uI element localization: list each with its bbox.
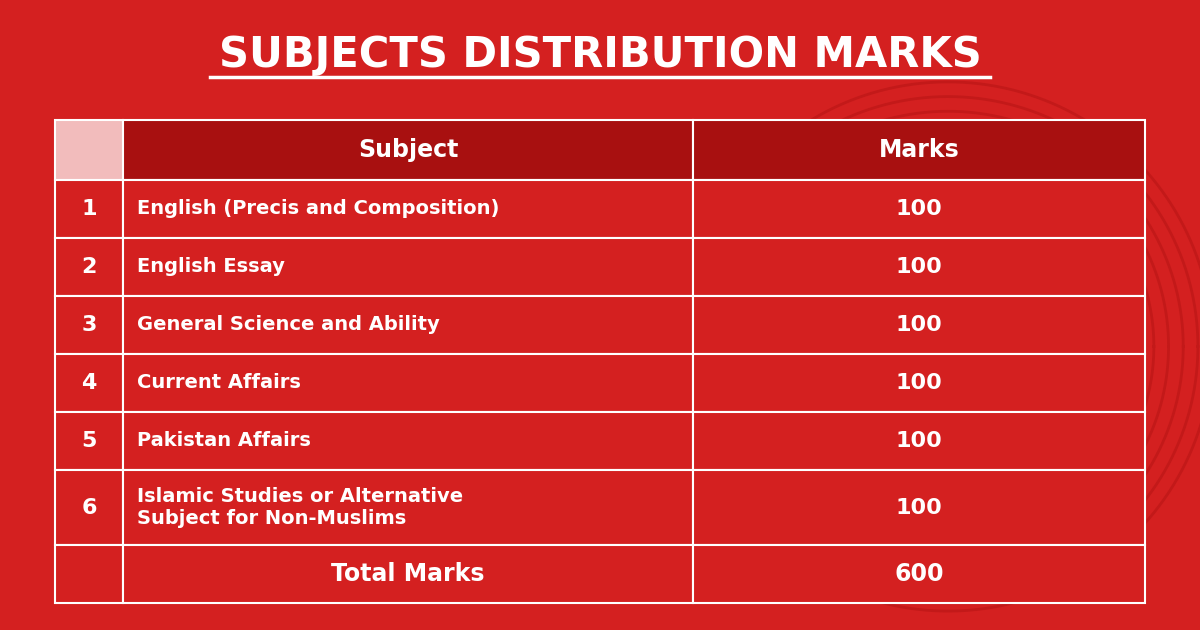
Bar: [694, 238, 1145, 296]
Text: Current Affairs: Current Affairs: [137, 374, 301, 392]
Bar: [124, 180, 694, 238]
Bar: [55, 238, 124, 296]
Bar: [694, 180, 1145, 238]
Text: SUBJECTS DISTRIBUTION MARKS: SUBJECTS DISTRIBUTION MARKS: [218, 34, 982, 76]
Bar: [124, 296, 694, 354]
Bar: [55, 180, 124, 238]
Bar: [124, 120, 694, 180]
Bar: [55, 296, 124, 354]
Text: Subject: Subject: [358, 138, 458, 162]
Bar: [55, 354, 124, 412]
Text: 100: 100: [895, 498, 942, 517]
Text: 100: 100: [895, 315, 942, 335]
Bar: [694, 296, 1145, 354]
Text: 6: 6: [82, 498, 97, 517]
Bar: [694, 470, 1145, 545]
Bar: [55, 120, 124, 180]
Text: 2: 2: [82, 257, 97, 277]
Text: English (Precis and Composition): English (Precis and Composition): [137, 200, 499, 219]
Text: Islamic Studies or Alternative
Subject for Non-Muslims: Islamic Studies or Alternative Subject f…: [137, 487, 463, 528]
Bar: [124, 238, 694, 296]
Bar: [694, 354, 1145, 412]
Text: Pakistan Affairs: Pakistan Affairs: [137, 432, 311, 450]
Text: 4: 4: [82, 373, 97, 393]
Bar: [124, 354, 694, 412]
Text: 3: 3: [82, 315, 97, 335]
Text: 5: 5: [82, 431, 97, 451]
Text: 100: 100: [895, 199, 942, 219]
Bar: [694, 545, 1145, 603]
Bar: [694, 412, 1145, 470]
Bar: [55, 470, 124, 545]
Text: 100: 100: [895, 257, 942, 277]
Bar: [55, 412, 124, 470]
Bar: [694, 120, 1145, 180]
Text: 100: 100: [895, 373, 942, 393]
Bar: [55, 545, 124, 603]
Text: Total Marks: Total Marks: [331, 562, 485, 586]
Text: General Science and Ability: General Science and Ability: [137, 316, 439, 335]
Bar: [124, 545, 694, 603]
Text: 600: 600: [894, 562, 943, 586]
Bar: [124, 470, 694, 545]
Bar: [124, 412, 694, 470]
Text: Marks: Marks: [878, 138, 959, 162]
Text: English Essay: English Essay: [137, 258, 284, 277]
Text: 100: 100: [895, 431, 942, 451]
Text: 1: 1: [82, 199, 97, 219]
